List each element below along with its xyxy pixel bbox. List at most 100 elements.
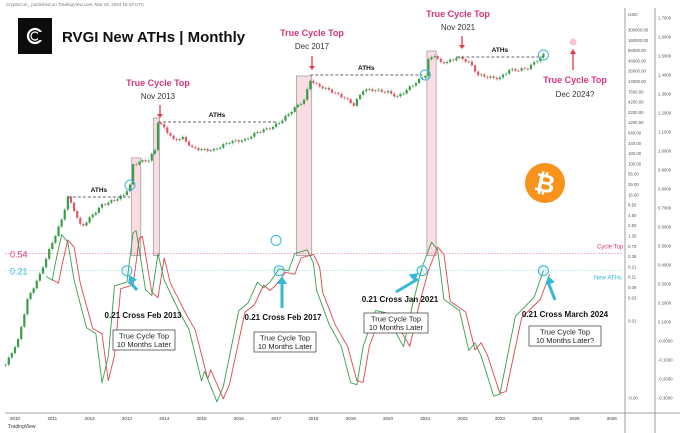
candle	[380, 89, 383, 92]
candle	[433, 56, 436, 57]
candle	[498, 77, 501, 80]
candle	[60, 219, 63, 227]
cross-circle	[537, 265, 549, 277]
candle	[265, 128, 268, 130]
candle	[296, 104, 299, 108]
level-value-label: 0.54	[10, 250, 28, 260]
candle	[480, 74, 483, 76]
x-tick-label: 2010	[10, 416, 21, 421]
candle	[321, 86, 324, 89]
cross-note-box	[363, 312, 429, 334]
candle	[191, 145, 194, 148]
candle	[228, 143, 231, 144]
cross-title: 0.21 Cross Jan 2021	[362, 295, 439, 304]
candle	[178, 139, 181, 141]
ath-break-circle	[537, 49, 549, 61]
cycle-top-title: True Cycle Top	[280, 28, 344, 38]
candle	[156, 123, 160, 151]
rvgi-tick-label: 1.6000	[658, 35, 672, 40]
cross-circle	[416, 265, 428, 277]
cross-title: 0.21 Cross March 2024	[522, 310, 609, 319]
candle	[290, 112, 293, 115]
candle	[408, 86, 411, 90]
cross-note-box	[112, 329, 176, 351]
price-tick-label: 0.38	[628, 254, 637, 259]
candle	[368, 89, 371, 90]
candle	[119, 195, 122, 200]
rvgi-line	[45, 230, 544, 403]
price-tick-label: 0.06	[628, 285, 637, 290]
candle	[79, 217, 82, 224]
cycle-top-title: True Cycle Top	[543, 75, 607, 85]
cross-title: 0.21 Cross Feb 2017	[245, 313, 322, 322]
ath-label: ATHs	[91, 187, 108, 194]
candle	[122, 194, 125, 196]
candle	[473, 65, 477, 72]
candle	[542, 53, 545, 58]
candle	[240, 140, 244, 142]
candle	[278, 123, 281, 124]
candle	[430, 56, 433, 60]
candle	[57, 226, 60, 237]
candle	[222, 144, 225, 148]
candle	[452, 59, 455, 61]
cycle-top-highlight-0	[131, 157, 142, 256]
tradingview-footer[interactable]: TradingView	[8, 424, 36, 430]
cross-note-line2: 10 Months Later	[117, 340, 172, 349]
cross-note-line1: True Cycle Top	[119, 332, 169, 341]
candle	[514, 68, 517, 71]
candle	[399, 94, 402, 97]
candle	[284, 115, 287, 121]
x-tick-label: 2017	[271, 416, 282, 421]
price-tick-label: 55.00	[628, 172, 639, 177]
level-name-label: New ATHs	[594, 276, 622, 282]
rvgi-tick-label: 1.7000	[658, 16, 672, 21]
candle	[489, 76, 492, 78]
rvgi-tick-label: 0.9000	[658, 168, 672, 173]
candle	[511, 68, 514, 71]
candle	[17, 339, 20, 347]
price-tick-label: 1.30	[628, 234, 637, 239]
x-tick-label: 2026	[607, 416, 618, 421]
published-note: CryptoCon_ published on TradingView.com,…	[6, 2, 145, 7]
candle	[69, 196, 73, 203]
ath-break-circle	[419, 69, 431, 81]
candle	[175, 138, 178, 141]
candle	[402, 93, 405, 95]
candle	[306, 88, 309, 100]
candle	[442, 61, 446, 64]
x-tick-label: 2024	[532, 416, 543, 421]
rvgi-tick-label: 1.2000	[658, 111, 672, 116]
price-tick-label: 180.00	[628, 151, 642, 156]
cycle-top-date: Dec 2017	[295, 42, 330, 51]
cross-note-box	[528, 325, 602, 347]
rvgi-tick-label: 0.5000	[658, 244, 672, 249]
x-tick-label: 2018	[308, 416, 319, 421]
candle	[172, 135, 175, 139]
price-tick-label: 160000.00	[628, 38, 649, 43]
candle	[132, 164, 135, 185]
candle	[417, 78, 421, 84]
cyan-arrow-head-icon	[408, 273, 418, 283]
candle	[377, 89, 380, 91]
candle	[470, 61, 474, 66]
candle	[467, 61, 470, 63]
red-arrow-head-icon	[157, 114, 163, 118]
candle	[324, 87, 327, 89]
candle	[405, 89, 408, 94]
candle	[495, 77, 498, 80]
candle	[492, 76, 495, 78]
candle	[163, 124, 166, 128]
candle	[508, 70, 511, 74]
price-tick-label: 300000.00	[628, 28, 649, 33]
price-tick-label: 340.00	[628, 141, 642, 146]
candle	[141, 160, 144, 162]
currency-label: USD	[628, 12, 638, 17]
rvgi-tick-label: 0.7000	[658, 206, 672, 211]
candle	[187, 141, 191, 146]
rvgi-tick-label: 0.2000	[658, 301, 672, 306]
cycle-top-title: True Cycle Top	[126, 78, 190, 88]
rvgi-tick-label: 1.1000	[658, 130, 672, 135]
candle	[362, 91, 365, 95]
